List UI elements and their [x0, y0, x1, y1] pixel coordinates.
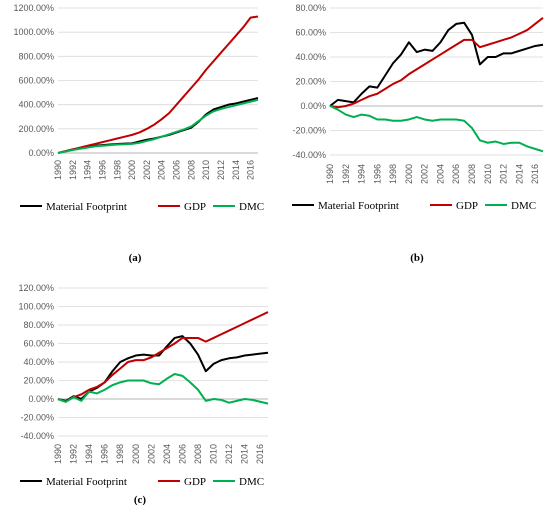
- x-tick-label: 2006: [451, 164, 461, 184]
- x-tick-label: 2014: [231, 160, 241, 180]
- legend-label: DMC: [239, 476, 264, 488]
- chart-panel-c: -40.00% -20.00% 0.00% 20.00% 40.00% 60.00% 80.…: [0, 272, 275, 513]
- x-tick-label: 2000: [404, 164, 414, 184]
- legend-label: Material Footprint: [46, 201, 127, 213]
- legend-label: GDP: [184, 201, 206, 213]
- x-tick-label: 1998: [115, 444, 125, 464]
- x-tick-label: 2014: [514, 164, 524, 184]
- y-tick-label: 600.00%: [18, 76, 54, 86]
- x-tick-label: 2000: [131, 444, 141, 464]
- x-tick-label: 1994: [83, 160, 93, 180]
- x-tick-label: 1996: [372, 164, 382, 184]
- x-tick-label: 2012: [499, 164, 509, 184]
- x-tick-label: 2016: [255, 444, 265, 464]
- x-tick-label: 2010: [209, 444, 219, 464]
- y-tick-label: 120.00%: [18, 283, 54, 293]
- x-tick-label: 2016: [530, 164, 540, 184]
- y-tick-label: 200.00%: [18, 124, 54, 134]
- x-tick-label: 1994: [357, 164, 367, 184]
- y-tick-label: 60.00%: [23, 339, 54, 349]
- x-tick-label: 1996: [100, 444, 110, 464]
- legend-label: Material Footprint: [318, 200, 399, 212]
- y-tick-label: 1000.00%: [13, 27, 54, 37]
- x-tick-label: 1998: [388, 164, 398, 184]
- y-tick-label: -20.00%: [292, 126, 326, 136]
- x-tick-label: 2012: [216, 160, 226, 180]
- y-tick-label: 20.00%: [23, 376, 54, 386]
- y-tick-label: -20.00%: [20, 413, 54, 423]
- y-tick-label: 0.00%: [28, 148, 54, 158]
- y-tick-label: -40.00%: [20, 431, 54, 441]
- legend-label: Material Footprint: [46, 476, 127, 488]
- x-tick-label: 2010: [201, 160, 211, 180]
- y-tick-label: 0.00%: [300, 101, 326, 111]
- y-tick-label: 0.00%: [28, 394, 54, 404]
- series-line-gdp: [329, 17, 544, 109]
- legend-label: GDP: [456, 200, 478, 212]
- x-tick-label: 2014: [240, 444, 250, 464]
- series-line-material-footprint: [329, 21, 544, 107]
- y-tick-label: 100.00%: [18, 302, 54, 312]
- legend-label: DMC: [511, 200, 536, 212]
- caption-b: (b): [410, 252, 424, 264]
- y-tick-label: 400.00%: [18, 100, 54, 110]
- x-tick-label: 1990: [53, 160, 63, 180]
- y-tick-label: 40.00%: [295, 52, 326, 62]
- chart-panel-a: 0.00% 200.00% 400.00% 600.00% 800.00% 1000.00…: [0, 0, 275, 270]
- series-line-dmc: [329, 105, 544, 153]
- x-tick-label: 2002: [142, 160, 152, 180]
- x-tick-label: 1996: [97, 160, 107, 180]
- chart-panel-b: -40.00% -20.00% 0.00% 20.00% 40.00% 60.00% 80.…: [275, 0, 550, 270]
- series-line-dmc: [57, 98, 259, 154]
- chart-b-svg: -40.00% -20.00% 0.00% 20.00% 40.00% 60.00% 80.…: [292, 3, 544, 212]
- y-tick-label: -40.00%: [292, 150, 326, 160]
- y-tick-label: 20.00%: [295, 77, 326, 87]
- x-tick-label: 2006: [177, 444, 187, 464]
- x-tick-label: 2008: [467, 164, 477, 184]
- series-line-gdp: [57, 15, 259, 154]
- legend-label: GDP: [184, 476, 206, 488]
- x-tick-label: 2004: [157, 160, 167, 180]
- y-tick-label: 80.00%: [23, 320, 54, 330]
- x-tick-label: 2002: [420, 164, 430, 184]
- y-tick-label: 60.00%: [295, 28, 326, 38]
- chart-a-svg: 0.00% 200.00% 400.00% 600.00% 800.00% 1000.00…: [13, 3, 264, 213]
- x-tick-label: 2010: [483, 164, 493, 184]
- y-tick-label: 40.00%: [23, 357, 54, 367]
- x-tick-label: 1990: [325, 164, 335, 184]
- x-tick-label: 1992: [68, 160, 78, 180]
- x-tick-label: 2008: [186, 160, 196, 180]
- caption-a: (a): [128, 252, 142, 264]
- series-line-dmc: [57, 373, 269, 405]
- x-tick-label: 1994: [84, 444, 94, 464]
- x-tick-label: 1992: [69, 444, 79, 464]
- legend-label: DMC: [239, 201, 264, 213]
- x-tick-label: 1998: [112, 160, 122, 180]
- x-tick-label: 2016: [246, 160, 256, 180]
- y-tick-label: 1200.00%: [13, 3, 54, 13]
- x-tick-label: 2002: [146, 444, 156, 464]
- x-tick-label: 2006: [172, 160, 182, 180]
- x-tick-label: 2012: [224, 444, 234, 464]
- series-line-gdp: [57, 311, 269, 403]
- x-tick-label: 2004: [162, 444, 172, 464]
- caption-c: (c): [133, 494, 147, 506]
- x-tick-label: 2004: [435, 164, 445, 184]
- y-tick-label: 80.00%: [295, 3, 326, 13]
- x-tick-label: 2008: [193, 444, 203, 464]
- chart-c-svg: -40.00% -20.00% 0.00% 20.00% 40.00% 60.00% 80.…: [18, 283, 269, 488]
- y-tick-label: 800.00%: [18, 51, 54, 61]
- x-tick-label: 2000: [127, 160, 137, 180]
- x-tick-label: 1992: [341, 164, 351, 184]
- x-tick-label: 1990: [53, 444, 63, 464]
